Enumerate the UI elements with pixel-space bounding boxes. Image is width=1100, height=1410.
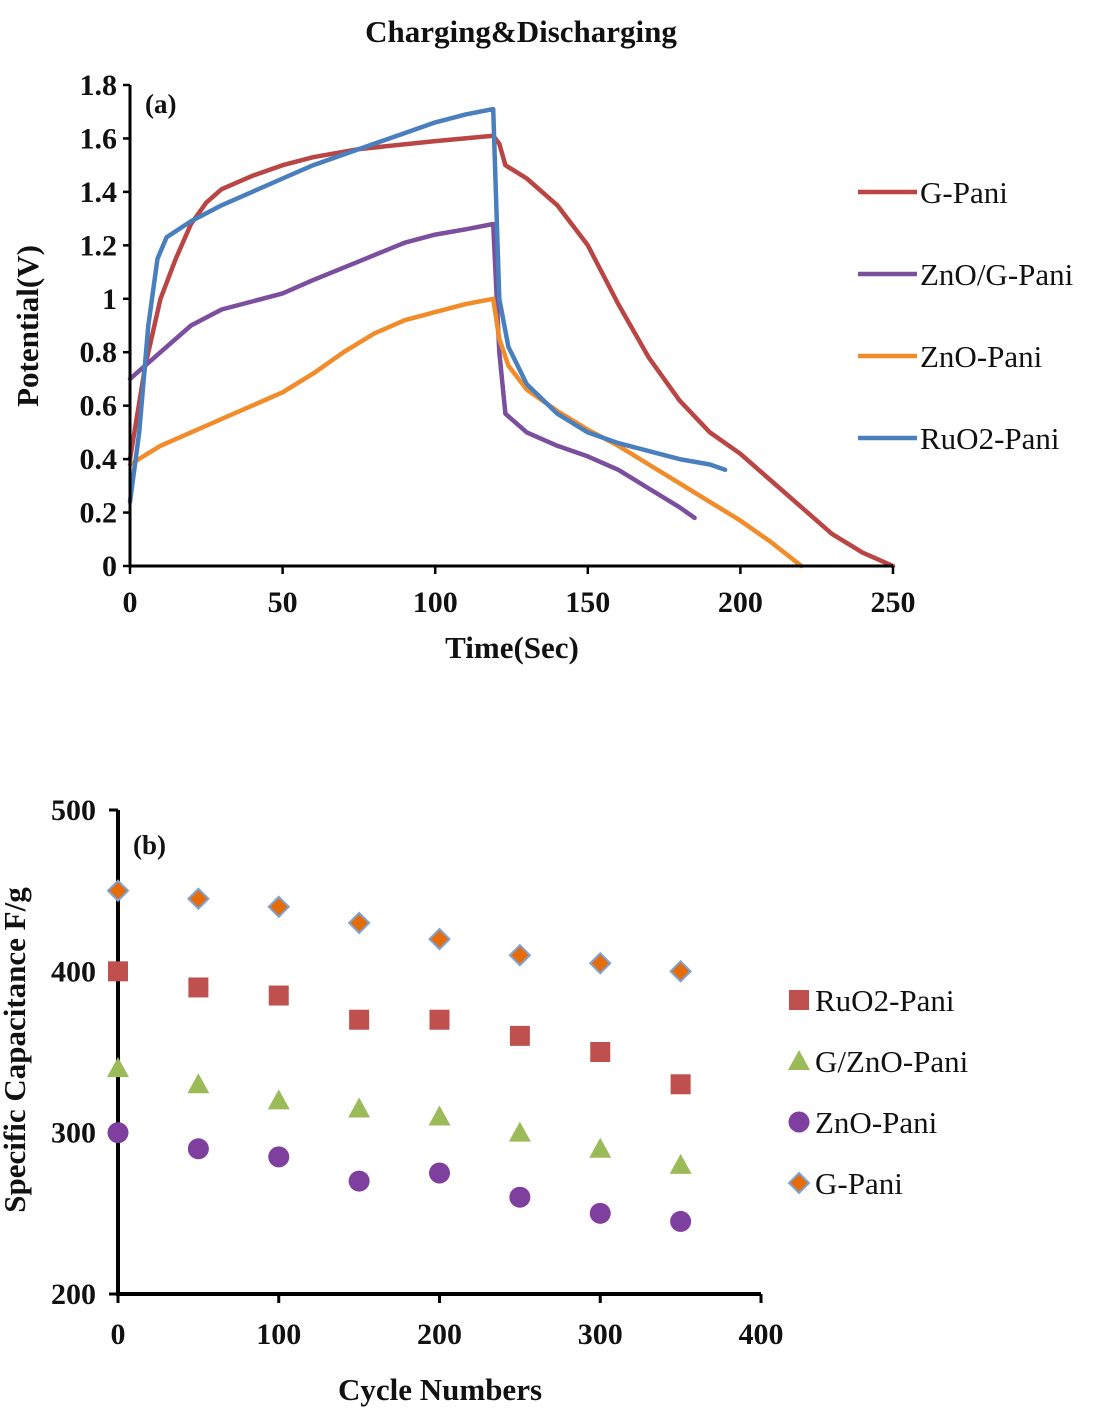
data-point-square xyxy=(268,985,289,1006)
y-tick-label: 500 xyxy=(51,794,96,827)
x-tick-label: 50 xyxy=(268,586,298,619)
data-point-circle xyxy=(187,1138,209,1160)
y-tick-label: 1.4 xyxy=(80,176,118,209)
x-tick-label: 0 xyxy=(123,586,138,619)
series-line-1 xyxy=(127,221,697,521)
legend-swatch-triangle xyxy=(788,1050,810,1070)
series-line-3 xyxy=(127,106,728,505)
chart-b-y-axis-label: Specific Capacitance F/g xyxy=(0,887,32,1213)
x-tick-label: 200 xyxy=(718,586,763,619)
data-point-square xyxy=(349,1009,370,1030)
data-point-triangle xyxy=(187,1073,210,1094)
data-point-circle xyxy=(509,1186,531,1208)
data-point-diamond xyxy=(186,887,210,911)
chart-a-y-axis-label: Potential(V) xyxy=(10,245,45,407)
y-tick-label: 0 xyxy=(102,550,117,583)
data-point-diamond xyxy=(347,911,371,935)
chart-a: Charging&Discharging 0 0.2 0.4 0.6 0.8 1 1.2 1.… xyxy=(10,14,1074,665)
x-tick-label: 100 xyxy=(413,586,458,619)
legend-entry: G-Pani xyxy=(920,175,1008,210)
x-tick-label: 0 xyxy=(111,1318,126,1351)
chart-b-markers xyxy=(106,879,693,1232)
x-tick-label: 250 xyxy=(871,586,916,619)
legend-entry: RuO2-Pani xyxy=(815,983,955,1018)
data-point-triangle xyxy=(669,1153,692,1174)
chart-a-panel-label: (a) xyxy=(145,89,176,119)
y-tick-label: 1 xyxy=(102,283,117,316)
legend-entry: ZnO-Pani xyxy=(920,339,1043,374)
x-tick-label: 100 xyxy=(256,1318,301,1351)
y-tick-label: 300 xyxy=(51,1117,96,1150)
chart-b-x-axis-label: Cycle Numbers xyxy=(338,1372,542,1407)
legend-swatch-circle xyxy=(788,1111,810,1133)
y-tick-label: 0.8 xyxy=(80,336,118,369)
y-tick-label: 400 xyxy=(51,955,96,988)
x-tick-label: 150 xyxy=(565,586,610,619)
data-point-triangle xyxy=(348,1097,371,1118)
legend-entry: G/ZnO-Pani xyxy=(815,1044,969,1079)
chart-b-panel-label: (b) xyxy=(133,830,166,860)
y-tick-label: 0.2 xyxy=(80,497,118,530)
data-point-circle xyxy=(589,1202,611,1224)
data-point-circle xyxy=(348,1170,370,1192)
chart-a-title: Charging&Discharging xyxy=(365,14,677,49)
data-point-square xyxy=(590,1042,611,1062)
data-point-diamond xyxy=(428,927,451,951)
data-point-circle xyxy=(107,1122,129,1144)
data-point-triangle xyxy=(267,1089,290,1110)
data-point-triangle xyxy=(428,1105,451,1126)
data-point-square xyxy=(188,977,209,998)
y-tick-label: 0.6 xyxy=(80,390,118,423)
series-line-2 xyxy=(127,296,804,569)
x-tick-label: 200 xyxy=(417,1318,462,1351)
data-point-diamond xyxy=(106,879,130,903)
data-point-triangle xyxy=(589,1137,612,1158)
legend-swatch-square xyxy=(789,990,809,1010)
data-point-square xyxy=(429,1009,450,1030)
data-point-square xyxy=(670,1074,691,1095)
y-tick-label: 0.4 xyxy=(80,443,118,476)
legend-swatch-diamond xyxy=(787,1171,811,1195)
data-point-diamond xyxy=(669,959,693,983)
data-point-diamond xyxy=(508,943,532,967)
data-point-circle xyxy=(268,1146,290,1168)
data-point-triangle xyxy=(508,1121,531,1142)
chart-a-x-axis-label: Time(Sec) xyxy=(445,630,579,665)
y-tick-label: 1.8 xyxy=(80,69,118,102)
legend-entry: ZnO/G-Pani xyxy=(920,257,1074,292)
y-tick-label: 1.6 xyxy=(80,122,118,155)
data-point-diamond xyxy=(267,895,291,919)
legend-entry: ZnO-Pani xyxy=(815,1105,938,1140)
data-point-circle xyxy=(429,1162,450,1184)
data-point-square xyxy=(108,961,128,982)
data-point-square xyxy=(509,1025,530,1046)
chart-b: 200 300 400 500 0 100 200 300 400 (b) Cycle Numb… xyxy=(0,794,969,1407)
x-tick-label: 400 xyxy=(739,1318,784,1351)
data-point-circle xyxy=(670,1210,692,1232)
chart-b-legend: RuO2-Pani G/ZnO-Pani ZnO-Pani G-Pani xyxy=(787,983,969,1201)
x-tick-label: 300 xyxy=(578,1318,623,1351)
legend-entry: RuO2-Pani xyxy=(920,421,1060,456)
data-point-triangle xyxy=(107,1057,129,1078)
y-tick-label: 200 xyxy=(51,1278,96,1311)
chart-a-series xyxy=(127,106,896,569)
chart-a-axes: 0 0.2 0.4 0.6 0.8 1 1.2 1.4 1.6 1.8 0 50 100 150 200 25… xyxy=(80,69,916,619)
chart-a-legend: G-Pani ZnO/G-Pani ZnO-Pani RuO2-Pani xyxy=(858,175,1074,456)
legend-entry: G-Pani xyxy=(815,1166,903,1201)
data-point-diamond xyxy=(588,951,612,975)
series-line-0 xyxy=(127,133,896,569)
y-tick-label: 1.2 xyxy=(80,229,118,262)
chart-b-axes: 200 300 400 500 0 100 200 300 400 xyxy=(51,794,784,1351)
